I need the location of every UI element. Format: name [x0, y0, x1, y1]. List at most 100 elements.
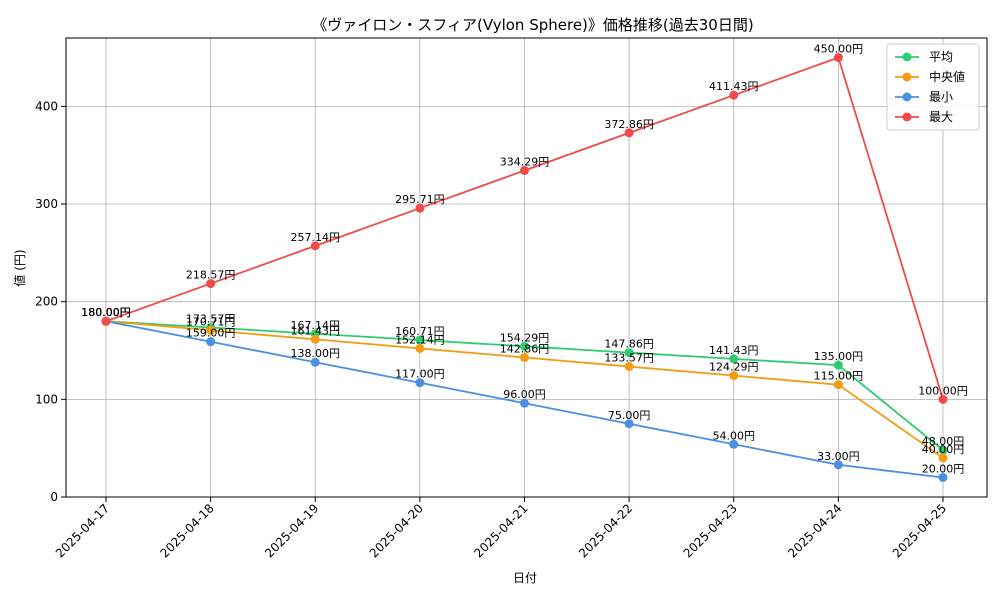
x-tick-label: 2025-04-18	[158, 501, 217, 560]
legend-entry: 中央値	[895, 69, 965, 84]
data-point	[206, 337, 216, 347]
data-label: 100.00円	[918, 384, 968, 397]
series-group	[101, 53, 948, 482]
y-axis-label: 値 (円)	[12, 249, 27, 286]
data-label: 180.00円	[81, 306, 131, 319]
data-point	[938, 472, 948, 482]
data-point	[624, 348, 634, 358]
data-point	[624, 419, 634, 429]
data-point	[833, 380, 843, 390]
data-label: 54.00円	[713, 429, 756, 442]
series-最大	[101, 53, 948, 404]
x-tick-label: 2025-04-17	[53, 501, 112, 560]
data-labels: 180.00円 173.57円 167.14円 160.71円 154.29円 147.8…	[81, 43, 968, 476]
data-label: 75.00円	[608, 409, 651, 422]
y-tick-label: 200	[35, 295, 58, 309]
legend-label: 最小	[929, 90, 953, 104]
data-point	[415, 378, 425, 388]
legend-label: 最大	[929, 110, 953, 124]
data-point	[310, 357, 320, 367]
data-point	[833, 53, 843, 63]
data-point	[206, 325, 216, 335]
data-label: 295.71円	[395, 193, 445, 206]
data-point	[520, 352, 529, 362]
data-label: 20.00円	[922, 462, 965, 475]
data-label: 117.00円	[395, 368, 445, 381]
data-point	[833, 360, 843, 370]
data-label: 48.00円	[922, 435, 965, 448]
legend-entry: 最小	[895, 90, 953, 104]
data-label: 96.00円	[503, 388, 546, 401]
data-label: 411.43円	[709, 80, 759, 93]
data-label: 450.00円	[814, 43, 864, 56]
legend-label: 中央値	[929, 69, 965, 84]
data-point	[310, 334, 320, 344]
data-label: 257.14円	[291, 231, 341, 244]
data-label: 135.00円	[814, 350, 864, 363]
legend-marker	[902, 52, 912, 62]
y-tick-label: 400	[35, 99, 58, 113]
x-tick-label: 2025-04-24	[785, 501, 844, 560]
y-tick-label: 300	[35, 197, 58, 211]
data-label: 154.29円	[500, 331, 550, 344]
plot-frame	[65, 37, 988, 498]
data-label: 142.86円	[500, 342, 550, 355]
legend-marker	[902, 72, 912, 82]
data-label: 133.57円	[604, 352, 654, 365]
data-label: 159.00円	[186, 327, 236, 340]
data-point	[729, 354, 739, 364]
data-label: 124.29円	[709, 361, 759, 374]
data-label: 167.14円	[291, 319, 341, 332]
data-point	[101, 316, 111, 326]
x-tick-label: 2025-04-20	[367, 501, 426, 560]
data-label: 180.00円	[81, 306, 131, 319]
legend-label: 平均	[929, 50, 953, 64]
data-point	[729, 439, 739, 449]
grid	[66, 38, 987, 498]
data-point	[624, 362, 634, 372]
legend-entry: 平均	[895, 50, 953, 64]
x-axis-label: 日付	[513, 571, 537, 585]
data-point	[938, 445, 948, 455]
series-平均	[101, 316, 948, 455]
data-point	[938, 394, 948, 404]
data-label: 138.00円	[291, 347, 341, 360]
data-point	[938, 453, 948, 463]
x-tick-label: 2025-04-23	[681, 501, 740, 560]
legend-entry: 最大	[895, 110, 953, 124]
series-中央値	[101, 316, 948, 463]
data-point	[415, 335, 425, 345]
data-point	[833, 460, 843, 470]
chart-title: 《ヴァイロン・スフィア(Vylon Sphere)》価格推移(過去30日間)	[312, 16, 753, 34]
data-label: 170.71円	[186, 315, 236, 328]
data-point	[520, 341, 529, 351]
x-tick-label: 2025-04-25	[890, 501, 949, 560]
data-point	[729, 371, 739, 381]
legend-box	[886, 43, 980, 131]
data-label: 147.86円	[604, 338, 654, 351]
data-point	[729, 90, 739, 100]
data-point	[415, 203, 425, 213]
data-label: 334.29円	[500, 156, 550, 169]
data-label: 160.71円	[395, 325, 445, 338]
data-point	[520, 398, 529, 408]
data-label: 218.57円	[186, 269, 236, 282]
data-label: 33.00円	[817, 450, 860, 463]
data-label: 141.43円	[709, 344, 759, 357]
data-point	[206, 279, 216, 289]
data-point	[624, 128, 634, 138]
axes: 2025-04-17 2025-04-18 2025-04-19 2025-04-20…	[35, 37, 988, 560]
data-label: 180.00円	[81, 306, 131, 319]
series-最小	[101, 316, 948, 482]
data-label: 180.00円	[81, 306, 131, 319]
data-point	[520, 166, 529, 176]
data-label: 152.14円	[395, 333, 445, 346]
legend-marker	[902, 92, 912, 102]
data-label: 161.43円	[291, 324, 341, 337]
data-label: 40.00円	[922, 443, 965, 456]
data-label: 173.57円	[186, 312, 236, 325]
data-label: 372.86円	[604, 118, 654, 131]
